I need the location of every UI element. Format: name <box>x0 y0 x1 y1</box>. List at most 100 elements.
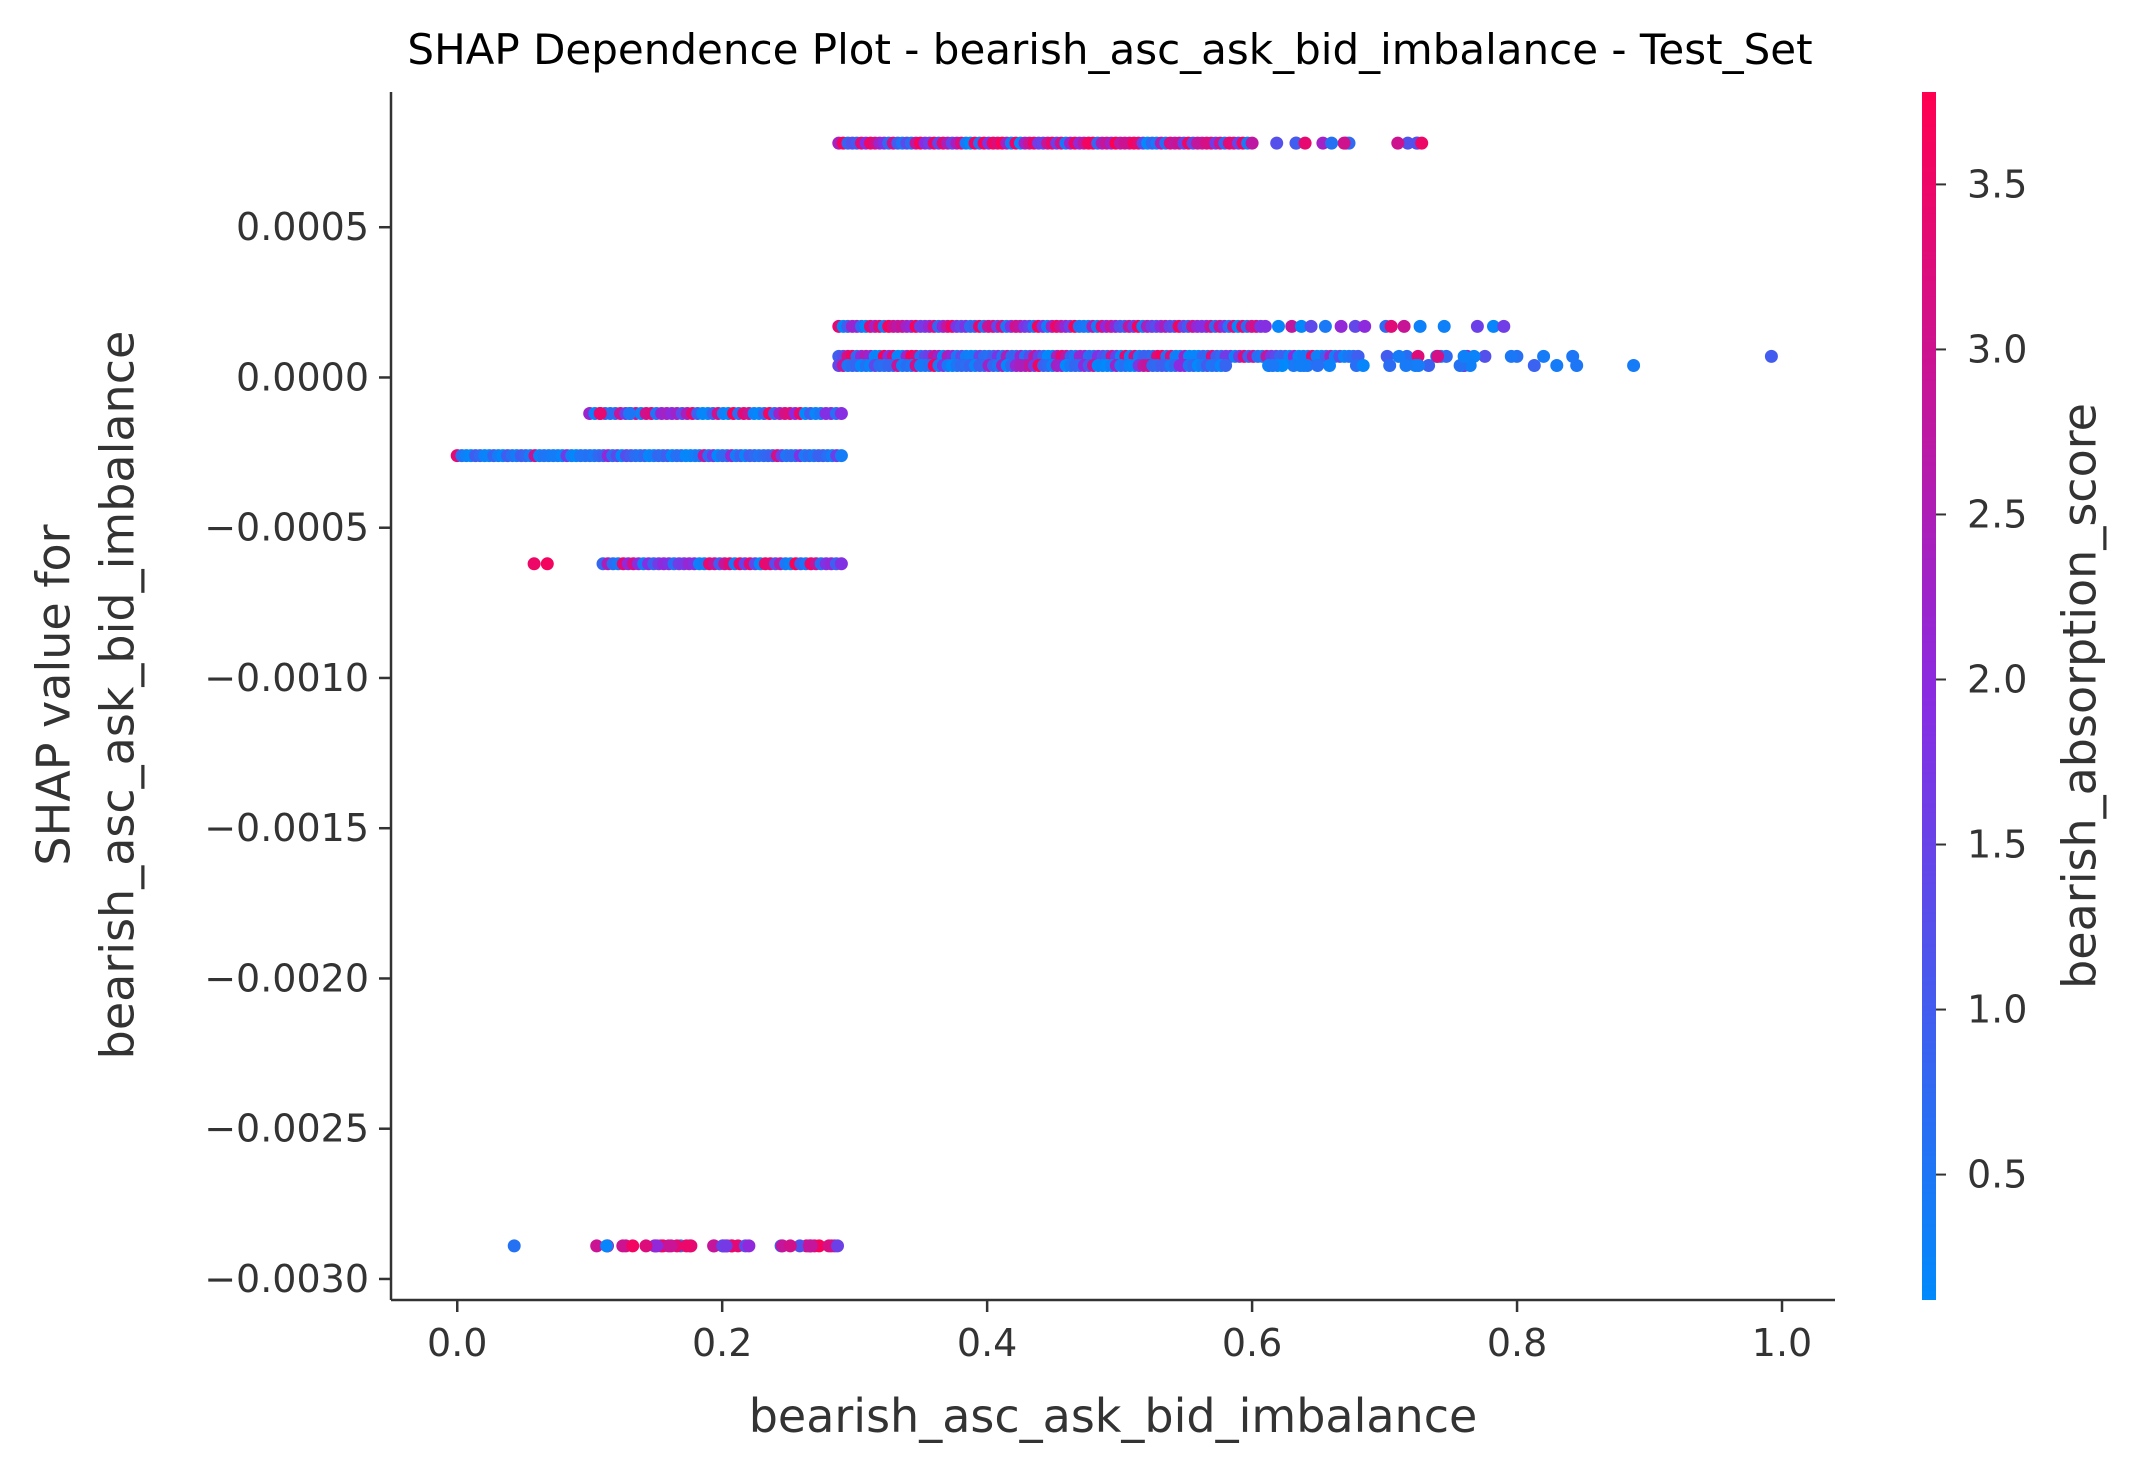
y-tick-label: 0.0000 <box>236 355 369 399</box>
scatter-point-8 <box>1550 359 1564 372</box>
scatter-point-band-2 <box>1504 349 1518 363</box>
colorbar <box>1922 92 1936 1300</box>
scatter-point-15 <box>1358 319 1372 333</box>
scatter-point-band-7 <box>783 1239 797 1253</box>
colorbar-tick-label: 3.0 <box>1967 327 2027 371</box>
y-tick-label: −0.0015 <box>204 806 369 850</box>
scatter-point-band-7 <box>680 1239 693 1253</box>
scatter-point-10 <box>1627 359 1641 372</box>
scatter-point-band-1 <box>1258 319 1272 333</box>
scatter-point-band-7 <box>600 1239 614 1253</box>
scatter-point-3 <box>593 407 607 420</box>
scatter-point-band-3 <box>1323 359 1336 372</box>
scatter-point-band-3 <box>1356 359 1370 372</box>
scatter-point-4 <box>623 407 636 420</box>
y-axis-label-line-2: bearish_asc_ask_bid_imbalance <box>91 331 145 1060</box>
scatter-point-band-3 <box>1219 359 1233 372</box>
scatter-point-band-7 <box>719 1239 733 1253</box>
scatter-point-band-7 <box>742 1239 756 1253</box>
scatter-point-9 <box>1570 359 1584 372</box>
y-tick-label: −0.0005 <box>204 506 369 550</box>
chart-title: SHAP Dependence Plot - bearish_asc_ask_b… <box>407 25 1812 74</box>
x-tick-label: 0.6 <box>1222 1321 1282 1365</box>
scatter-point-0 <box>540 557 554 571</box>
scatter-point-band-0 <box>1270 136 1284 150</box>
scatter-point-2 <box>507 1239 521 1253</box>
scatter-point-18 <box>1325 136 1339 150</box>
scatter-point-band-3 <box>1293 359 1307 372</box>
x-axis-label: bearish_asc_ask_bid_imbalance <box>749 1389 1478 1443</box>
scatter-point-band-6 <box>834 557 848 571</box>
y-tick-label: −0.0025 <box>204 1107 369 1151</box>
scatter-point-19 <box>1298 136 1312 150</box>
colorbar-tick-label: 2.5 <box>1967 492 2027 536</box>
scatter-point-band-1 <box>1413 319 1427 333</box>
scatter-point-13 <box>1437 319 1451 333</box>
scatter-point-22 <box>1431 349 1445 363</box>
x-tick-label: 1.0 <box>1752 1321 1812 1365</box>
scatter-point-band-7 <box>590 1239 604 1253</box>
scatter-point-band-1 <box>1294 319 1308 333</box>
scatter-point-band-7 <box>802 1239 816 1253</box>
scatter-point-band-7 <box>793 1239 807 1253</box>
colorbar-label: bearish_absorption_score <box>2053 403 2107 989</box>
scatter-point-band-0 <box>1401 136 1415 150</box>
scatter-point-band-7 <box>639 1239 653 1253</box>
colorbar-tick-label: 2.0 <box>1967 657 2027 701</box>
scatter-point-band-1 <box>1285 319 1299 333</box>
y-axis-label-line-1: SHAP value for <box>27 524 81 865</box>
x-axis-ticks: 0.0 0.2 0.4 0.6 0.8 1.0 <box>427 1300 1812 1365</box>
y-tick-label: 0.0005 <box>236 205 369 249</box>
scatter-point-band-5 <box>834 449 848 463</box>
scatter-point-band-1 <box>1334 319 1348 333</box>
scatter-point-17 <box>1391 136 1405 150</box>
scatter-point-band-7 <box>648 1239 662 1253</box>
scatter-point-band-2 <box>1478 349 1492 363</box>
colorbar-ticks: 0.5 1.0 1.5 2.0 2.5 3.0 3.5 <box>1936 162 2027 1197</box>
scatter-point-band-3 <box>1266 359 1280 372</box>
scatter-point-band-1 <box>1318 319 1332 333</box>
scatter-point-band-3 <box>1463 359 1477 372</box>
y-axis-ticks: 0.0005 0.0000 −0.0005 −0.0010 −0.0015 −0.0020… <box>204 205 391 1301</box>
scatter-point-band-3 <box>1311 359 1325 372</box>
scatter-point-band-1 <box>1397 319 1411 333</box>
x-tick-label: 0.0 <box>427 1321 487 1365</box>
scatter-point-band-3 <box>1383 359 1397 372</box>
scatter-point-band-1 <box>1487 319 1500 333</box>
scatter-point-band-3 <box>1412 359 1425 372</box>
scatter-point-21 <box>1457 349 1471 363</box>
x-tick-label: 0.2 <box>692 1321 752 1365</box>
colorbar-tick-label: 3.5 <box>1967 162 2027 206</box>
colorbar-tick-label: 0.5 <box>1967 1153 2027 1197</box>
x-tick-label: 0.8 <box>1487 1321 1547 1365</box>
scatter-point-band-7 <box>831 1239 844 1253</box>
colorbar-tick-label: 1.5 <box>1967 823 2027 867</box>
x-tick-label: 0.4 <box>957 1321 1017 1365</box>
scatter-point-band-2 <box>1392 349 1406 363</box>
scatter-point-1 <box>527 557 541 571</box>
scatter-point-11 <box>1764 349 1778 363</box>
scatter-point-band-1 <box>1470 319 1484 333</box>
scatter-points <box>450 136 1778 1253</box>
scatter-point-band-7 <box>616 1239 630 1253</box>
scatter-point-band-4 <box>834 407 848 420</box>
scatter-point-band-1 <box>1304 319 1318 333</box>
colorbar-tick-label: 1.0 <box>1967 988 2027 1032</box>
y-tick-label: −0.0030 <box>204 1257 369 1301</box>
scatter-point-band-1 <box>1348 319 1362 333</box>
scatter-point-band-3 <box>1422 359 1436 372</box>
scatter-point-band-3 <box>1399 359 1413 372</box>
scatter-point-band-7 <box>664 1239 678 1253</box>
scatter-point-band-0 <box>1337 136 1351 150</box>
scatter-point-band-0 <box>1289 136 1303 150</box>
scatter-point-band-1 <box>1272 319 1285 333</box>
scatter-point-14 <box>1384 319 1398 333</box>
scatter-point-5 <box>1537 349 1551 363</box>
scatter-point-band-7 <box>626 1239 640 1253</box>
y-tick-label: −0.0020 <box>204 956 369 1000</box>
scatter-point-7 <box>1527 359 1541 372</box>
y-tick-label: −0.0010 <box>204 656 369 700</box>
scatter-point-band-0 <box>1245 136 1259 150</box>
scatter-point-16 <box>1415 136 1429 150</box>
